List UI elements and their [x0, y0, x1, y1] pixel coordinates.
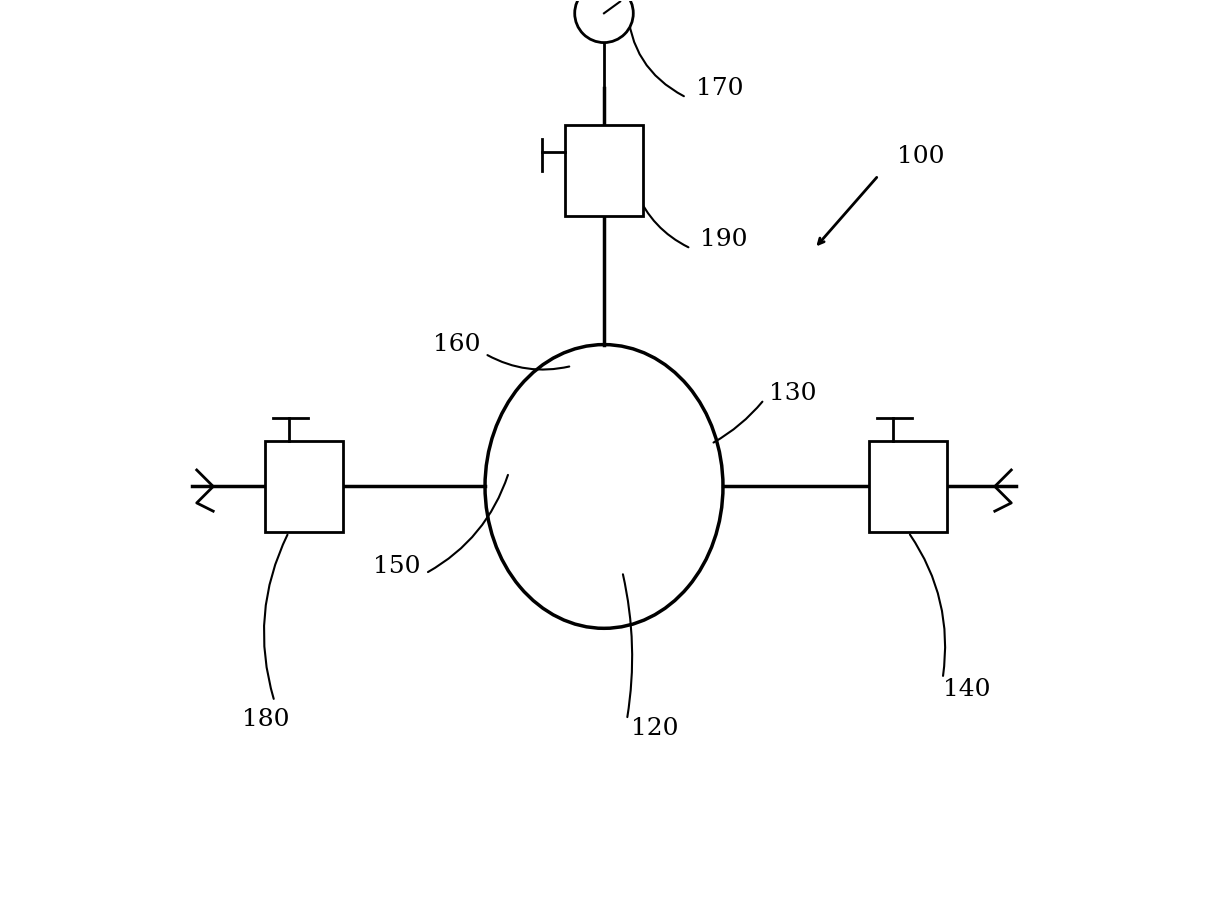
Circle shape [575, 0, 633, 42]
Text: 180: 180 [243, 709, 290, 732]
Text: 120: 120 [632, 718, 679, 741]
Bar [565, 125, 643, 217]
Text: 100: 100 [896, 145, 945, 169]
Text: 130: 130 [768, 382, 817, 405]
Text: 150: 150 [373, 554, 420, 577]
Text: 140: 140 [942, 678, 991, 701]
Bar [870, 441, 947, 532]
Bar [266, 441, 343, 532]
Text: 160: 160 [432, 333, 481, 356]
Text: 190: 190 [701, 228, 748, 251]
Text: 170: 170 [696, 77, 743, 100]
